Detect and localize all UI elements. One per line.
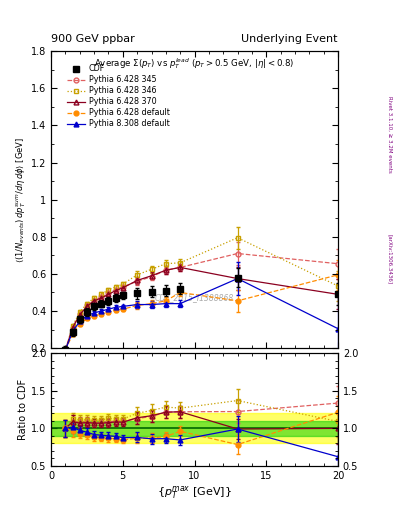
X-axis label: $\{p_T^{max}$ [GeV]$\}$: $\{p_T^{max}$ [GeV]$\}$ bbox=[157, 483, 232, 501]
Y-axis label: $\langle(1/N_{events})\, dp_T^{sum}/d\eta\, d\phi\rangle$ [GeV]: $\langle(1/N_{events})\, dp_T^{sum}/d\et… bbox=[15, 137, 28, 263]
Legend: CDF, Pythia 6.428 345, Pythia 6.428 346, Pythia 6.428 370, Pythia 6.428 default,: CDF, Pythia 6.428 345, Pythia 6.428 346,… bbox=[64, 61, 173, 132]
Y-axis label: Ratio to CDF: Ratio to CDF bbox=[18, 379, 28, 440]
Text: Underlying Event: Underlying Event bbox=[241, 34, 338, 44]
Text: CDF_2015_I1388868: CDF_2015_I1388868 bbox=[155, 293, 234, 302]
Bar bbox=[51, 421, 338, 436]
Text: [arXiv:1306.3436]: [arXiv:1306.3436] bbox=[387, 234, 392, 284]
Text: 900 GeV ppbar: 900 GeV ppbar bbox=[51, 34, 135, 44]
Text: Average $\Sigma(p_T)$ vs $p_T^{lead}$ ($p_T > 0.5$ GeV, $|\eta| < 0.8$): Average $\Sigma(p_T)$ vs $p_T^{lead}$ ($… bbox=[94, 56, 295, 71]
Bar bbox=[51, 413, 338, 443]
Text: Rivet 3.1.10, ≥ 3.2M events: Rivet 3.1.10, ≥ 3.2M events bbox=[387, 96, 392, 173]
